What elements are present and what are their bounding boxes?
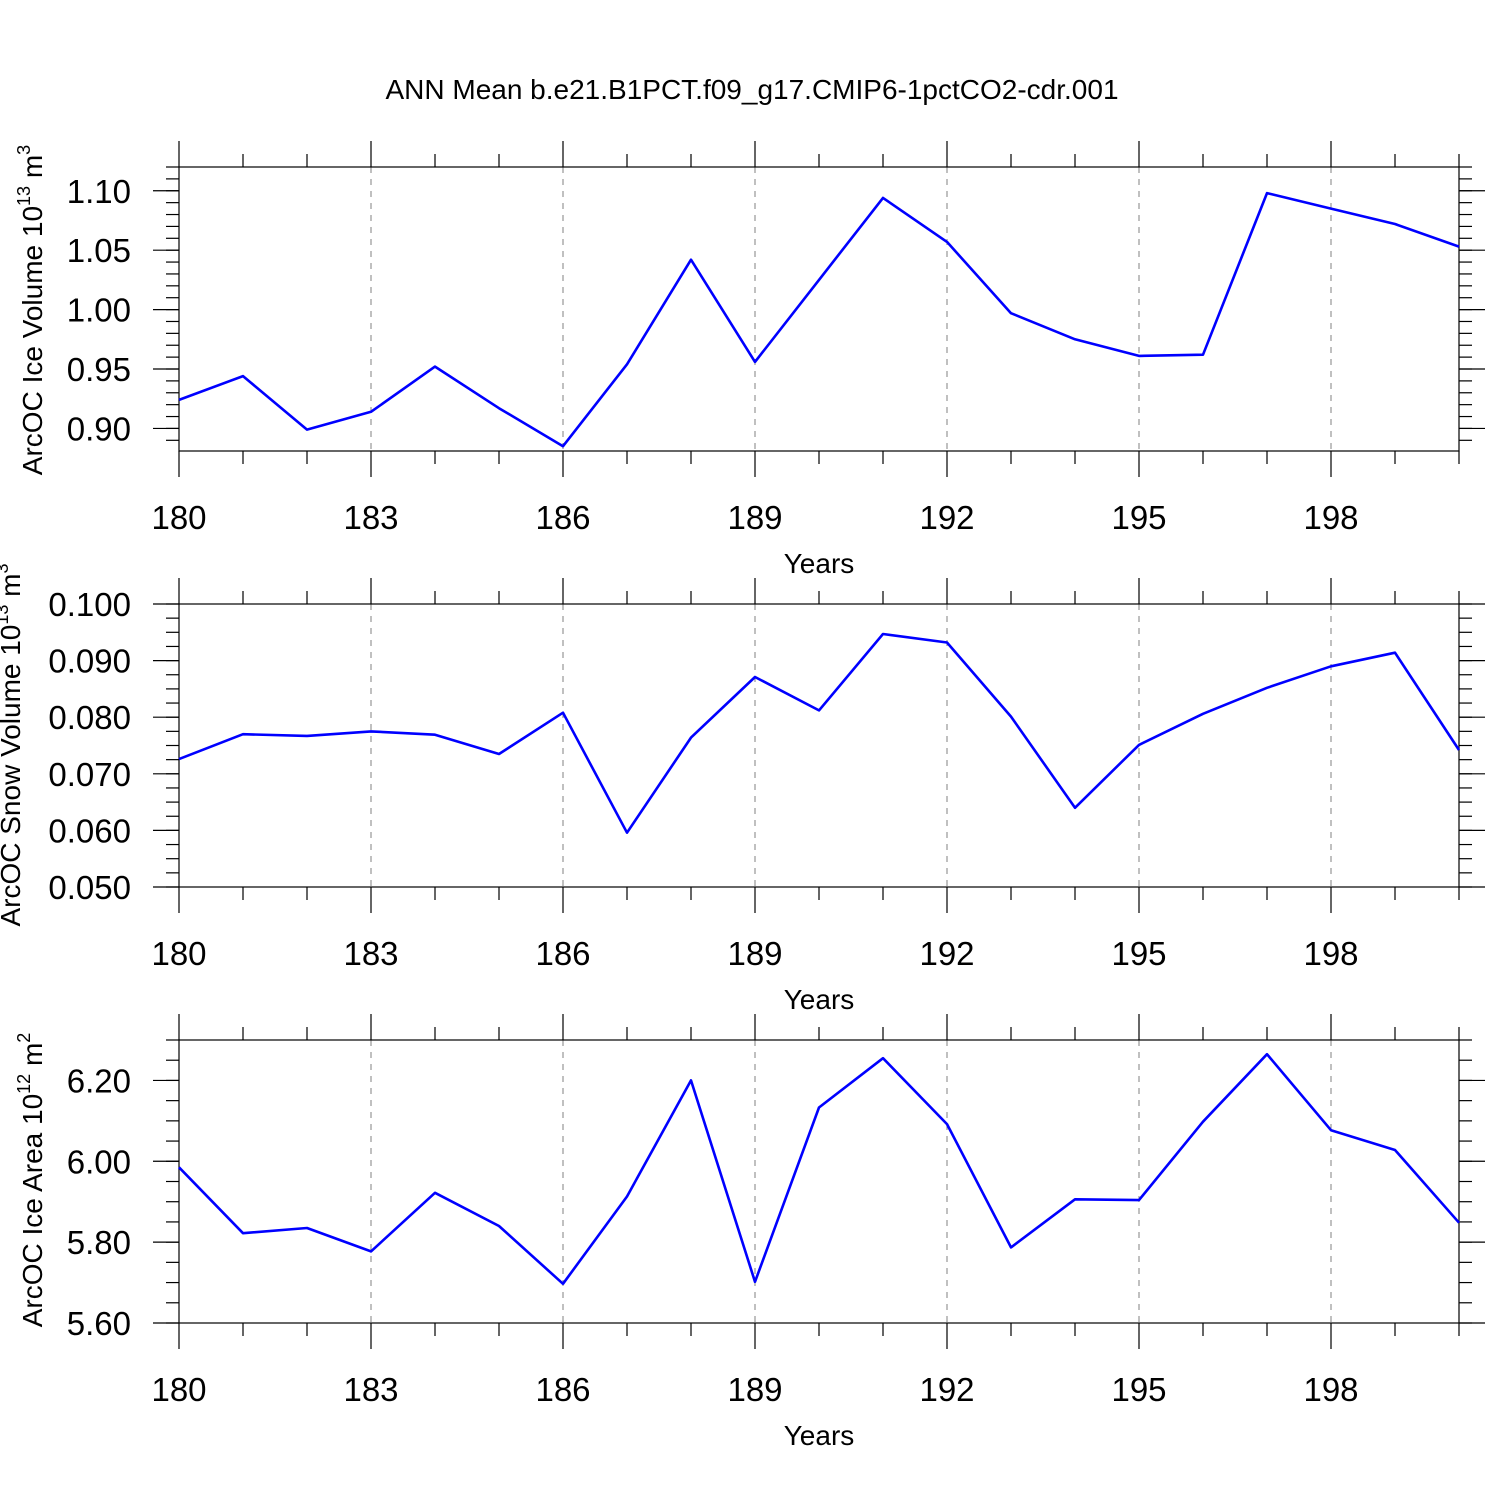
x-tick-label: 189 (727, 935, 782, 972)
chart-title: ANN Mean b.e21.B1PCT.f09_g17.CMIP6-1pctC… (385, 74, 1118, 105)
x-tick-label: 180 (151, 935, 206, 972)
y-axis-label: ArcOC Ice Volume 1013 m3 (14, 145, 48, 475)
y-tick-label: 6.00 (67, 1143, 131, 1180)
y-tick-label: 1.00 (67, 292, 131, 329)
x-tick-label: 195 (1111, 499, 1166, 536)
x-tick-label: 192 (919, 935, 974, 972)
y-tick-label: 6.20 (67, 1062, 131, 1099)
x-tick-label: 192 (919, 1371, 974, 1408)
y-tick-label: 1.05 (67, 232, 131, 269)
y-tick-label: 1.10 (67, 173, 131, 210)
x-axis-label: Years (784, 1420, 855, 1451)
x-tick-label: 186 (535, 935, 590, 972)
y-tick-label: 0.100 (48, 586, 131, 623)
panel-ice-volume: 180 183 186 189 192 195 198 0.90 0.95 1.00 1.05 1.1… (14, 141, 1485, 579)
y-tick-label: 0.090 (48, 643, 131, 680)
y-tick-label: 5.60 (67, 1305, 131, 1342)
x-tick-label: 180 (151, 1371, 206, 1408)
series-line (178, 191, 1460, 448)
y-tick-label: 5.80 (67, 1224, 131, 1261)
x-tick-label: 192 (919, 499, 974, 536)
x-tick-label: 189 (727, 499, 782, 536)
series-line (178, 632, 1461, 835)
x-axis-label: Years (784, 984, 855, 1015)
panel-ice-area: 180 183 186 189 192 195 198 5.60 5.80 6.00 6.20 Yea… (14, 1014, 1485, 1451)
x-tick-label: 195 (1111, 935, 1166, 972)
y-tick-label: 0.95 (67, 351, 131, 388)
x-tick-label: 198 (1303, 935, 1358, 972)
x-tick-label: 183 (343, 935, 398, 972)
x-tick-label: 180 (151, 499, 206, 536)
y-tick-label: 0.060 (48, 812, 131, 849)
y-tick-label: 0.90 (67, 410, 131, 447)
x-tick-label: 198 (1303, 1371, 1358, 1408)
x-tick-label: 183 (343, 1371, 398, 1408)
x-tick-label: 183 (343, 499, 398, 536)
x-tick-label: 189 (727, 1371, 782, 1408)
x-tick-label: 186 (535, 499, 590, 536)
y-axis-label: ArcOC Snow Volume 1013 m3 (0, 563, 26, 926)
y-tick-label: 0.070 (48, 756, 131, 793)
y-axis-label: ArcOC Ice Area 1012 m2 (14, 1033, 48, 1328)
x-tick-label: 198 (1303, 499, 1358, 536)
panel-snow-volume: 180 183 186 189 192 195 198 0.050 0.060 0.070 0.08… (0, 563, 1485, 1015)
x-tick-label: 186 (535, 1371, 590, 1408)
x-axis-label: Years (784, 548, 855, 579)
y-tick-label: 0.080 (48, 699, 131, 736)
x-tick-label: 195 (1111, 1371, 1166, 1408)
series-line (178, 1052, 1460, 1286)
y-tick-label: 0.050 (48, 869, 131, 906)
